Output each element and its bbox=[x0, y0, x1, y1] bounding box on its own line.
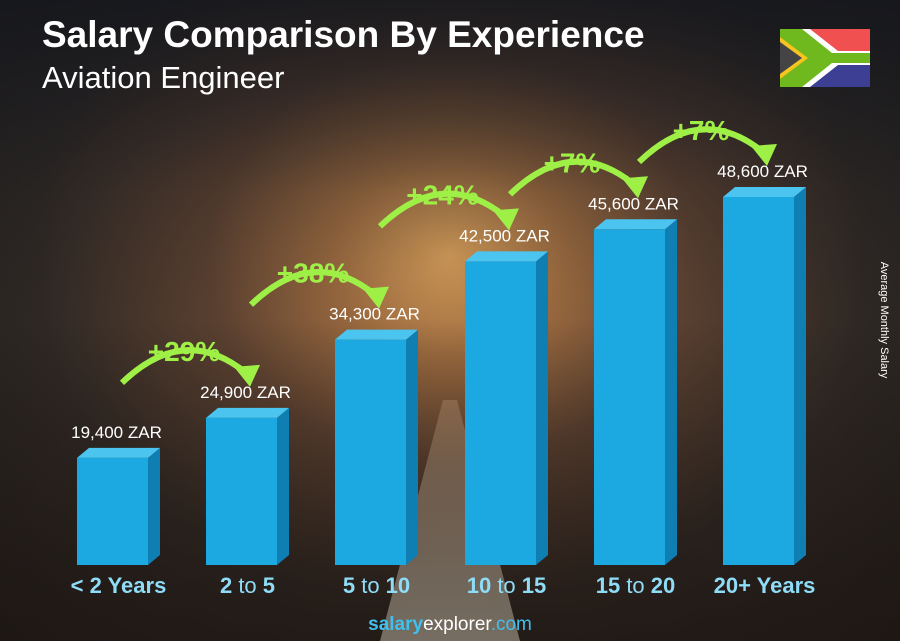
category-part: to bbox=[620, 573, 644, 598]
increase-label: +7% bbox=[673, 115, 730, 146]
increase-arrowhead bbox=[363, 286, 389, 309]
bar-side bbox=[536, 251, 548, 565]
value-label: 45,600 ZAR bbox=[588, 194, 679, 213]
bar bbox=[335, 339, 406, 565]
bar bbox=[594, 229, 665, 566]
category-label: 15 to 20 bbox=[596, 573, 676, 598]
bar-side bbox=[794, 187, 806, 565]
value-label: 42,500 ZAR bbox=[459, 226, 550, 245]
category-part: 15 bbox=[596, 573, 620, 598]
bar-top bbox=[465, 251, 548, 262]
footer-logo[interactable]: salaryexplorer.com bbox=[0, 614, 900, 636]
increase-label: +7% bbox=[544, 147, 601, 178]
increase-arrowhead bbox=[622, 176, 648, 199]
category-part: 20+ Years bbox=[714, 573, 816, 598]
value-label: 34,300 ZAR bbox=[329, 305, 420, 324]
bar-top bbox=[594, 219, 677, 230]
category-part: to bbox=[232, 573, 256, 598]
category-part: 5 bbox=[343, 573, 355, 598]
category-label: 20+ Years bbox=[714, 573, 816, 598]
bar bbox=[465, 261, 536, 565]
increase-arrow bbox=[119, 347, 248, 385]
category-label: 10 to 15 bbox=[467, 573, 547, 598]
increase-label: +24% bbox=[406, 179, 478, 210]
footer-part: salary bbox=[368, 614, 424, 635]
increase-arrow bbox=[507, 158, 636, 197]
increase-arrowhead bbox=[493, 208, 519, 231]
bar-top bbox=[335, 329, 418, 340]
category-part: 10 bbox=[380, 573, 411, 598]
category-part: 5 bbox=[257, 573, 275, 598]
footer-part: explorer bbox=[423, 614, 491, 635]
category-part: 2 bbox=[220, 573, 232, 598]
bar bbox=[206, 417, 277, 565]
south-africa-flag-icon bbox=[780, 29, 870, 87]
increase-arrow bbox=[377, 190, 507, 229]
increase-arrowhead bbox=[751, 144, 777, 166]
increase-label: +29% bbox=[148, 336, 220, 367]
category-part: 10 bbox=[467, 573, 491, 598]
value-label: 24,900 ZAR bbox=[200, 383, 291, 402]
category-label: 5 to 10 bbox=[343, 573, 410, 598]
bar-side bbox=[277, 407, 289, 565]
chart-subtitle: Aviation Engineer bbox=[42, 60, 285, 95]
value-label: 19,400 ZAR bbox=[71, 423, 162, 442]
category-part: < 2 Years bbox=[71, 573, 167, 598]
category-label: 2 to 5 bbox=[220, 573, 275, 598]
category-part: 15 bbox=[516, 573, 547, 598]
category-part: 20 bbox=[645, 573, 676, 598]
bar-side bbox=[406, 329, 418, 565]
category-part: to bbox=[355, 573, 379, 598]
increase-label: +38% bbox=[277, 258, 349, 289]
increase-arrow bbox=[636, 126, 765, 165]
category-label: < 2 Years bbox=[71, 573, 167, 598]
bar bbox=[723, 197, 794, 565]
increase-arrowhead bbox=[234, 364, 260, 387]
value-label: 48,600 ZAR bbox=[717, 162, 808, 181]
chart-title: Salary Comparison By Experience bbox=[42, 14, 645, 55]
increase-arrow bbox=[248, 268, 377, 307]
bar-top bbox=[723, 187, 806, 197]
footer-part: .com bbox=[490, 614, 532, 635]
bar bbox=[77, 457, 148, 565]
bar-side bbox=[665, 219, 677, 566]
category-part: to bbox=[491, 573, 515, 598]
bar-top bbox=[77, 447, 160, 458]
bar-side bbox=[148, 447, 160, 565]
bar-top bbox=[206, 407, 289, 418]
